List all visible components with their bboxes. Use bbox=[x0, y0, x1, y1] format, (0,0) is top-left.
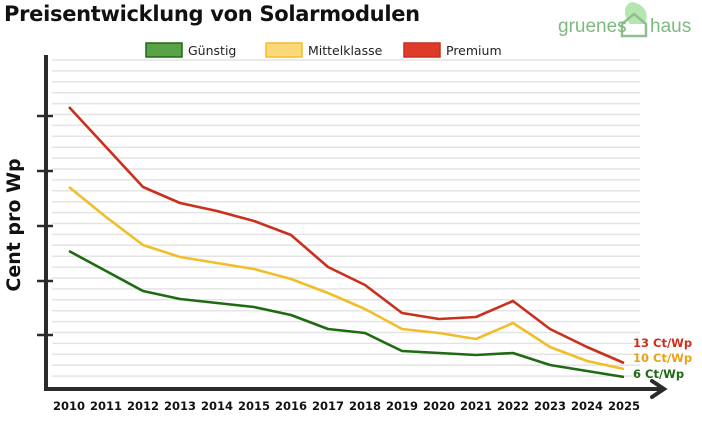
x-tick-label: 2025 bbox=[608, 399, 640, 413]
end-value-label: 13 Ct/Wp bbox=[633, 336, 692, 350]
x-tick-label: 2015 bbox=[238, 399, 270, 413]
x-tick-label: 2018 bbox=[349, 399, 381, 413]
x-tick-label: 2021 bbox=[460, 399, 492, 413]
legend-label: Günstig bbox=[188, 43, 236, 58]
x-tick-label: 2013 bbox=[164, 399, 196, 413]
legend-label: Mittelklasse bbox=[308, 43, 383, 58]
chart-title: Preisentwicklung von Solarmodulen bbox=[4, 2, 420, 26]
legend-swatch bbox=[145, 42, 183, 58]
y-axis-label: Cent pro Wp bbox=[3, 158, 25, 291]
x-tick-label: 2020 bbox=[423, 399, 455, 413]
x-tick-label: 2022 bbox=[497, 399, 529, 413]
end-value-label: 6 Ct/Wp bbox=[633, 367, 684, 381]
x-tick-label: 2014 bbox=[201, 399, 233, 413]
x-tick-label: 2010 bbox=[53, 399, 85, 413]
x-tick-label: 2024 bbox=[571, 399, 603, 413]
end-value-label: 10 Ct/Wp bbox=[633, 351, 692, 365]
x-tick-label: 2019 bbox=[386, 399, 418, 413]
x-tick-label: 2016 bbox=[275, 399, 307, 413]
series-line-mittelklasse bbox=[68, 185, 625, 371]
legend-swatch bbox=[403, 42, 441, 58]
series-line-premium bbox=[68, 106, 625, 365]
gruenes-haus-logo: gruenes haus bbox=[558, 2, 700, 42]
house-leaf-icon bbox=[620, 2, 648, 38]
x-axis-arrow-icon bbox=[650, 379, 668, 399]
legend-swatch bbox=[265, 42, 303, 58]
x-tick-label: 2011 bbox=[90, 399, 122, 413]
x-tick-label: 2012 bbox=[127, 399, 159, 413]
x-tick-label: 2023 bbox=[534, 399, 566, 413]
logo-text-left: gruenes bbox=[558, 16, 627, 37]
legend-label: Premium bbox=[446, 43, 502, 58]
x-tick-label: 2017 bbox=[312, 399, 344, 413]
series-line-günstig bbox=[68, 249, 625, 379]
logo-text-right: haus bbox=[650, 16, 692, 37]
